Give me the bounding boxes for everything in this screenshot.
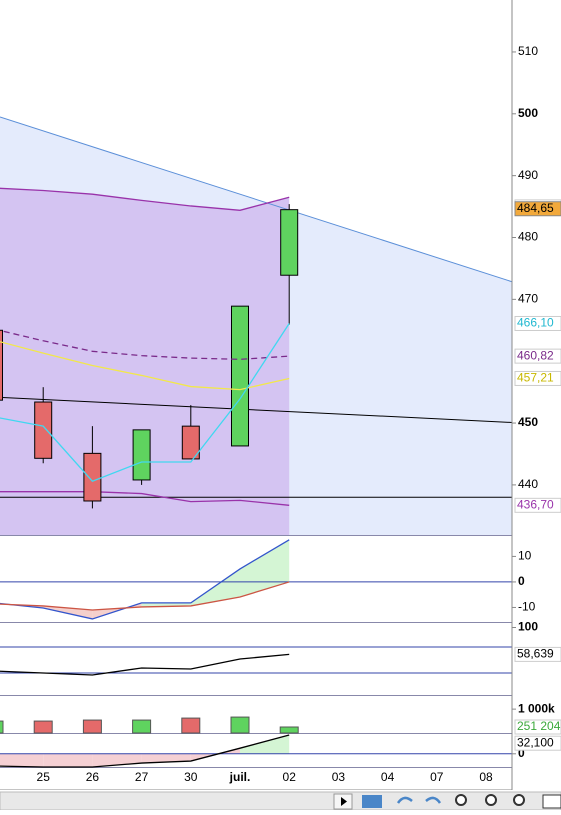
y-tick-label: 490 — [518, 168, 538, 182]
price-axis: 440450470480490500510484,95484,65466,104… — [512, 44, 561, 760]
indicator-line — [0, 187, 290, 211]
y-tick-label: 440 — [518, 477, 538, 491]
calendar-icon[interactable] — [362, 795, 382, 808]
y-tick-label: 1 000k — [518, 701, 555, 715]
y-tick-label: 510 — [518, 44, 538, 58]
y-tick-label: 500 — [518, 106, 538, 120]
price-label: 32,100 — [517, 735, 554, 749]
x-tick-label: 02 — [283, 770, 297, 784]
band-fill — [0, 188, 290, 535]
indicator-line — [0, 581, 290, 611]
price-label: 457,21 — [517, 371, 554, 385]
price-label: 436,70 — [517, 497, 554, 511]
price-label-box — [514, 497, 561, 513]
x-tick-label: 07 — [430, 770, 444, 784]
x-tick-label: 26 — [86, 770, 100, 784]
y-tick-label: 0 — [518, 746, 525, 760]
indicator-line — [0, 653, 290, 676]
indicator-line — [0, 323, 290, 482]
scroll-arrow — [341, 797, 347, 806]
volume-bar — [82, 719, 102, 734]
undo-icon[interactable] — [396, 796, 413, 804]
candle-body — [231, 305, 249, 447]
price-label-box — [514, 370, 561, 386]
volume-bar — [181, 717, 201, 734]
candle-body — [0, 329, 3, 401]
price-label-box — [514, 315, 561, 331]
y-tick-label: 480 — [518, 230, 538, 244]
price-label-box — [514, 348, 561, 364]
zoom-in-icon[interactable] — [513, 794, 525, 806]
volume-bar — [0, 720, 4, 734]
toolbar — [0, 791, 561, 811]
x-tick-label: 25 — [37, 770, 51, 784]
price-label-box — [514, 201, 561, 217]
settings-icon[interactable] — [542, 794, 561, 809]
volume-bar — [33, 720, 53, 734]
volume-bar — [132, 719, 152, 734]
x-tick-label: juil. — [229, 770, 251, 784]
zoom-out-icon[interactable] — [485, 794, 497, 806]
y-tick-label: 100 — [518, 620, 538, 634]
price-label-box — [514, 719, 561, 735]
price-label: 484,65 — [517, 201, 554, 215]
trend-line — [0, 396, 512, 423]
y-tick-label: 10 — [518, 549, 532, 563]
candle-body — [181, 425, 200, 460]
price-label-box — [514, 735, 561, 751]
price-label: 466,10 — [517, 316, 554, 330]
y-tick-label: 470 — [518, 292, 538, 306]
indicator-line — [0, 539, 290, 620]
area-fill — [240, 734, 290, 754]
candle-body — [280, 209, 299, 276]
histogram-fill — [240, 539, 290, 597]
trend-line — [0, 116, 512, 283]
indicator-line — [0, 491, 290, 506]
volume-bar — [230, 716, 250, 734]
price-label: 460,82 — [517, 348, 554, 362]
indicator-line — [0, 341, 290, 391]
price-label-box — [514, 646, 561, 662]
x-tick-label: 30 — [184, 770, 198, 784]
zoom-icon[interactable] — [455, 794, 467, 806]
area-fill — [43, 753, 93, 767]
area-fill — [0, 753, 44, 767]
x-tick-label: 27 — [135, 770, 149, 784]
y-tick-label: 0 — [518, 574, 525, 588]
price-label: 58,639 — [517, 647, 554, 661]
price-label: 251 204 — [517, 719, 561, 733]
candle-body — [132, 429, 151, 481]
plot-area: 25 26 27 30 juil. 02 03 04 07 08 — [0, 116, 512, 790]
y-tick-label: -10 — [518, 600, 536, 614]
y-tick-label: 450 — [518, 415, 538, 429]
indicator-line — [0, 734, 290, 768]
volume-bar — [279, 726, 299, 734]
toolbar-bg — [0, 791, 561, 811]
indicator-line — [0, 329, 290, 360]
candle-body — [83, 452, 102, 502]
candle-body — [34, 401, 53, 459]
x-tick-label: 03 — [332, 770, 346, 784]
area-fill — [141, 753, 191, 764]
x-tick-label: 04 — [381, 770, 395, 784]
x-tick-label: 08 — [479, 770, 493, 784]
redo-icon[interactable] — [425, 796, 442, 804]
